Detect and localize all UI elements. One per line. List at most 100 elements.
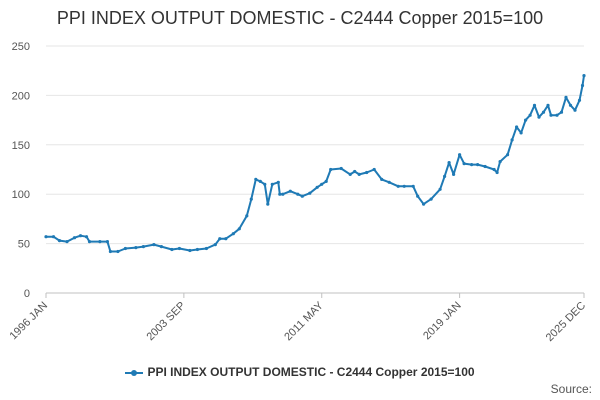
data-point <box>429 197 433 201</box>
data-point <box>300 194 304 198</box>
data-point <box>296 192 300 196</box>
data-point <box>546 103 550 107</box>
data-point <box>452 172 456 176</box>
data-point <box>72 236 77 240</box>
data-point <box>495 170 499 175</box>
data-point <box>263 182 267 186</box>
data-point <box>573 108 577 112</box>
series-line <box>46 75 585 253</box>
data-point <box>231 232 235 236</box>
data-point <box>549 113 553 117</box>
x-tick-label: 1996 JAN <box>7 300 50 343</box>
data-point <box>447 161 451 165</box>
x-tick-label: 2025 DEC <box>544 300 588 344</box>
x-axis: 1996 JAN 2003 SEP 2011 MAY 2019 JAN 2025 DEC <box>7 292 588 344</box>
data-point <box>458 153 462 157</box>
data-point <box>438 187 442 191</box>
data-point <box>245 214 249 218</box>
legend-line-marker-icon <box>125 369 144 376</box>
x-tick-label: 2019 JAN <box>421 300 464 343</box>
y-tick-label: 150 <box>12 140 30 152</box>
data-point <box>224 237 228 241</box>
data-point <box>568 103 573 107</box>
data-point <box>108 249 112 254</box>
data-point <box>339 166 343 171</box>
legend-label: PPI INDEX OUTPUT DOMESTIC - C2444 Copper… <box>147 365 475 379</box>
data-point <box>258 179 262 183</box>
data-point <box>506 153 510 157</box>
data-point <box>159 245 163 249</box>
data-point <box>123 246 127 251</box>
data-point <box>278 192 282 196</box>
data-point <box>582 74 586 78</box>
data-point <box>462 162 466 166</box>
y-tick-label: 200 <box>12 90 30 102</box>
data-point <box>443 174 447 178</box>
data-point <box>483 164 487 169</box>
data-point <box>353 169 357 174</box>
data-point <box>98 240 102 244</box>
data-point <box>276 180 280 184</box>
data-point <box>365 170 369 175</box>
data-point <box>87 240 92 244</box>
data-point <box>541 110 546 114</box>
data-point <box>524 118 528 122</box>
data-point <box>396 184 400 188</box>
data-point <box>57 239 62 243</box>
data-point <box>195 247 199 252</box>
data-point <box>177 246 181 251</box>
data-point <box>476 163 480 167</box>
data-point <box>51 235 56 239</box>
data-point <box>380 177 384 181</box>
data-point <box>515 125 519 129</box>
data-point <box>281 192 285 196</box>
data-point <box>470 163 474 167</box>
data-point <box>65 240 69 244</box>
data-point <box>141 245 145 249</box>
y-axis: 0 50 100 150 200 250 <box>12 41 30 300</box>
grid-lines <box>46 45 584 245</box>
data-point <box>372 167 376 172</box>
data-point <box>134 246 138 250</box>
data-point <box>152 243 156 247</box>
y-tick-label: 0 <box>24 288 30 300</box>
data-point <box>213 243 217 247</box>
data-point <box>320 182 324 186</box>
data-point <box>402 184 406 188</box>
data-point <box>308 191 312 195</box>
data-point <box>411 184 415 188</box>
y-tick-label: 100 <box>12 189 30 201</box>
data-point <box>422 202 426 206</box>
data-point <box>324 179 328 183</box>
data-point <box>348 172 352 176</box>
legend[interactable]: PPI INDEX OUTPUT DOMESTIC - C2444 Copper… <box>0 365 600 379</box>
y-tick-label: 50 <box>18 239 30 251</box>
y-tick-label: 250 <box>12 41 30 53</box>
data-point <box>387 180 391 184</box>
data-point <box>116 249 120 254</box>
data-series <box>44 74 586 254</box>
data-point <box>498 160 502 164</box>
data-point <box>510 138 514 142</box>
data-point <box>357 172 361 176</box>
source-label: Source: <box>550 382 592 396</box>
data-point <box>577 98 582 102</box>
data-point <box>315 185 319 189</box>
data-point <box>564 95 568 99</box>
data-point <box>188 248 192 253</box>
data-point <box>218 237 222 241</box>
data-point <box>44 235 48 239</box>
data-point <box>532 103 537 107</box>
data-point <box>537 115 541 119</box>
data-point <box>170 247 174 252</box>
data-point <box>266 202 270 206</box>
data-point <box>105 240 109 244</box>
data-point <box>519 131 523 135</box>
data-point <box>580 83 585 88</box>
data-point <box>78 234 83 238</box>
x-tick-label: 2011 MAY <box>282 299 326 343</box>
data-point <box>254 177 258 181</box>
data-point <box>249 197 253 201</box>
chart-title: PPI INDEX OUTPUT DOMESTIC - C2444 Copper… <box>56 8 544 28</box>
